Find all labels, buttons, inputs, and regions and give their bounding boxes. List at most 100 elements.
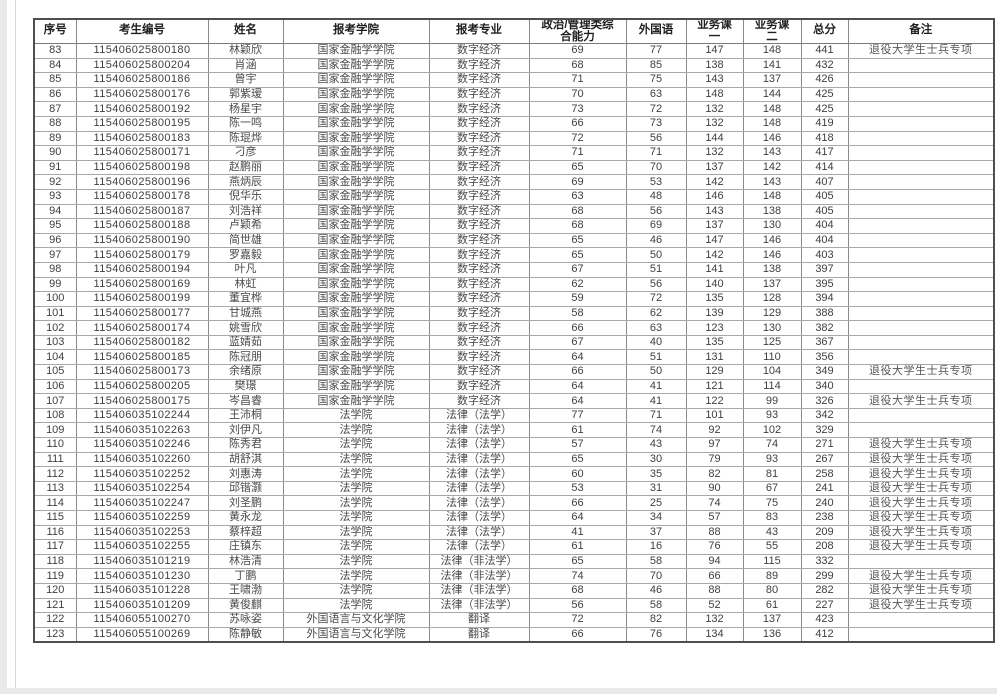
cell-name: 赵鹏丽 [207, 160, 284, 176]
cell-remarks [847, 320, 995, 336]
cell-remarks: 退役大学生士兵专项 [847, 583, 995, 599]
column-header-label: 业务课二 [754, 19, 790, 43]
cell-remarks [847, 116, 995, 132]
cell-candidate-id: 115406025800185 [75, 349, 209, 366]
cell-college: 国家金融学学院 [282, 262, 430, 278]
cell-remarks [847, 277, 995, 293]
cell-candidate-id: 115406035102263 [75, 422, 209, 439]
cell-politics-management: 72 [528, 131, 627, 147]
cell-foreign-language: 63 [625, 320, 687, 336]
cell-course-1: 135 [685, 335, 744, 351]
table-row: 92 115406025800196 燕炳辰 国家金融学学院 数字经济 69 53 142 14… [33, 174, 995, 190]
table-row: 122 115406055100270 苏咏姿 外国语言与文化学院 翻译 72 82 132 1… [33, 612, 995, 628]
cell-major: 法律（法学） [428, 510, 530, 526]
cell-remarks [847, 87, 995, 103]
cell-remarks: 退役大学生士兵专项 [847, 525, 995, 541]
cell-remarks: 退役大学生士兵专项 [847, 539, 995, 555]
cell-major: 数字经济 [428, 291, 530, 307]
cell-course-2: 136 [742, 627, 802, 643]
cell-college: 外国语言与文化学院 [282, 627, 430, 643]
cell-foreign-language: 56 [625, 131, 687, 147]
cell-total: 282 [800, 583, 849, 599]
cell-college: 国家金融学学院 [282, 204, 430, 220]
cell-serial: 101 [33, 306, 77, 322]
cell-remarks [847, 101, 995, 117]
cell-course-2: 148 [742, 43, 802, 59]
cell-major: 法律（法学） [428, 539, 530, 555]
column-header-college: 报考学院 [282, 19, 430, 44]
cell-course-2: 144 [742, 87, 802, 103]
table-header: 序号 考生编号 姓名 报考学院 报考专业 政治/管理类综合能力 外国语 业务课一 业务课二 总分 备… [33, 19, 995, 44]
cell-major: 翻译 [428, 612, 530, 628]
cell-college: 国家金融学学院 [282, 277, 430, 293]
cell-politics-management: 65 [528, 160, 627, 176]
cell-foreign-language: 43 [625, 437, 687, 453]
cell-name: 岑昌睿 [207, 393, 284, 409]
cell-serial: 104 [33, 349, 77, 366]
cell-foreign-language: 58 [625, 554, 687, 570]
cell-college: 国家金融学学院 [282, 145, 430, 161]
cell-course-2: 61 [742, 598, 802, 614]
cell-remarks [847, 349, 995, 366]
cell-politics-management: 63 [528, 189, 627, 205]
cell-remarks: 退役大学生士兵专项 [847, 510, 995, 526]
cell-foreign-language: 58 [625, 598, 687, 614]
cell-course-1: 143 [685, 72, 744, 88]
table-header-row: 序号 考生编号 姓名 报考学院 报考专业 政治/管理类综合能力 外国语 业务课一 业务课二 总分 备… [33, 19, 995, 44]
cell-foreign-language: 46 [625, 233, 687, 249]
cell-remarks [847, 335, 995, 351]
cell-serial: 93 [33, 189, 77, 205]
cell-course-1: 144 [685, 131, 744, 147]
cell-candidate-id: 115406025800175 [75, 393, 209, 409]
cell-major: 法律（法学） [428, 481, 530, 497]
cell-name: 庄镇东 [207, 539, 284, 555]
cell-course-1: 142 [685, 247, 744, 263]
cell-total: 209 [800, 525, 849, 541]
table-row: 102 115406025800174 姚雪欣 国家金融学学院 数字经济 66 63 123 1… [33, 320, 995, 336]
cell-name: 陈冠朋 [207, 349, 284, 366]
cell-foreign-language: 82 [625, 612, 687, 628]
cell-college: 国家金融学学院 [282, 174, 430, 190]
cell-total: 326 [800, 393, 849, 409]
cell-serial: 102 [33, 320, 77, 336]
cell-remarks [847, 189, 995, 205]
cell-college: 国家金融学学院 [282, 306, 430, 322]
cell-politics-management: 62 [528, 277, 627, 293]
cell-course-1: 132 [685, 101, 744, 117]
cell-major: 数字经济 [428, 145, 530, 161]
cell-candidate-id: 115406035102260 [75, 452, 209, 468]
cell-remarks [847, 131, 995, 147]
cell-major: 数字经济 [428, 379, 530, 395]
cell-course-2: 148 [742, 101, 802, 117]
cell-remarks [847, 218, 995, 234]
cell-politics-management: 71 [528, 145, 627, 161]
cell-college: 国家金融学学院 [282, 43, 430, 59]
cell-course-2: 115 [742, 554, 802, 570]
cell-foreign-language: 53 [625, 174, 687, 190]
cell-remarks: 退役大学生士兵专项 [847, 452, 995, 468]
cell-college: 法学院 [282, 510, 430, 526]
cell-course-1: 57 [685, 510, 744, 526]
cell-foreign-language: 35 [625, 466, 687, 482]
cell-politics-management: 66 [528, 320, 627, 336]
table-row: 100 115406025800199 董宜桦 国家金融学学院 数字经济 59 72 135 1… [33, 291, 995, 307]
cell-major: 法律（法学） [428, 408, 530, 424]
cell-total: 240 [800, 495, 849, 511]
cell-remarks [847, 247, 995, 263]
cell-remarks [847, 233, 995, 249]
cell-foreign-language: 74 [625, 422, 687, 439]
cell-serial: 95 [33, 218, 77, 234]
table-row: 108 115406035102244 王沛桐 法学院 法律（法学） 77 71 101 93 3… [33, 408, 995, 424]
cell-college: 国家金融学学院 [282, 233, 430, 249]
cell-college: 国家金融学学院 [282, 101, 430, 117]
cell-major: 法律（法学） [428, 437, 530, 453]
cell-serial: 99 [33, 277, 77, 293]
cell-remarks [847, 58, 995, 74]
column-header-serial: 序号 [33, 19, 77, 44]
cell-total: 432 [800, 58, 849, 74]
cell-course-2: 125 [742, 335, 802, 351]
cell-remarks: 退役大学生士兵专项 [847, 364, 995, 380]
cell-name: 甘城燕 [207, 306, 284, 322]
cell-course-2: 138 [742, 204, 802, 220]
cell-college: 法学院 [282, 466, 430, 482]
